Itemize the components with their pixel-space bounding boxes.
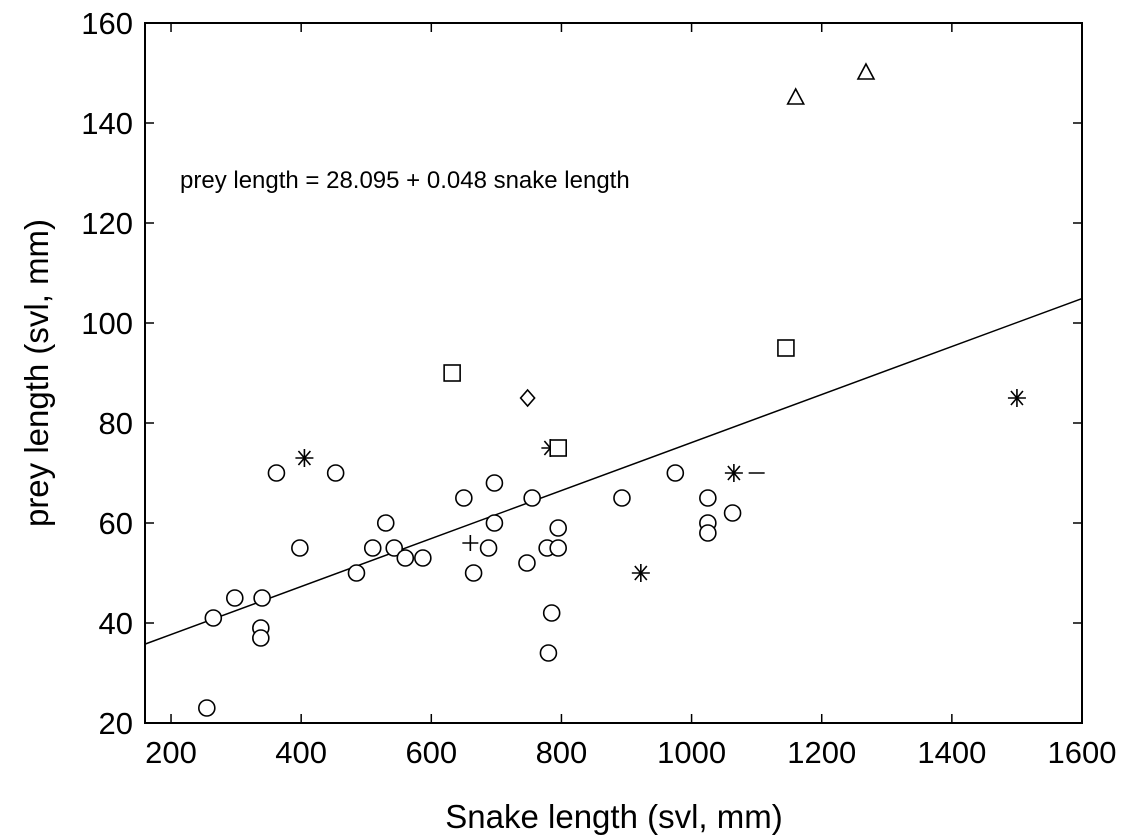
diamond-marker	[519, 388, 536, 408]
square-marker	[777, 339, 795, 357]
y-tick-label: 20	[99, 706, 133, 741]
asterisk-marker	[295, 449, 314, 467]
asterisk-marker	[631, 564, 650, 582]
circle-marker	[252, 629, 270, 647]
circle-marker	[267, 464, 286, 482]
circle-marker	[385, 539, 404, 557]
x-tick-label: 400	[275, 735, 327, 770]
triangle-marker	[786, 87, 806, 105]
y-tick-label: 160	[81, 6, 133, 41]
data-markers	[198, 62, 1026, 717]
circle-marker	[666, 464, 685, 482]
x-axis-title: Snake length (svl, mm)	[445, 798, 782, 835]
circle-marker	[549, 539, 567, 557]
y-tick-label: 120	[81, 206, 133, 241]
plot-frame	[144, 22, 1083, 724]
circle-marker	[539, 644, 558, 662]
circle-marker	[396, 549, 415, 567]
y-tick-label: 60	[99, 506, 133, 541]
circle-marker	[723, 504, 742, 522]
regression-line	[144, 297, 1083, 645]
triangle-marker	[856, 62, 876, 80]
circle-marker	[613, 489, 631, 507]
y-tick-label: 100	[81, 306, 133, 341]
circle-marker	[347, 564, 366, 582]
regression-equation: prey length = 28.095 + 0.048 snake lengt…	[180, 167, 630, 194]
circle-marker	[464, 564, 483, 582]
x-tick-label: 1400	[917, 735, 986, 770]
circle-marker	[253, 589, 271, 607]
circle-marker	[542, 604, 561, 622]
x-tick-label: 600	[405, 735, 457, 770]
circle-marker	[204, 609, 223, 627]
square-marker	[549, 439, 567, 457]
circle-marker	[518, 554, 536, 572]
y-tick-label: 80	[99, 406, 133, 441]
x-tick-label: 1000	[657, 735, 726, 770]
circle-marker	[549, 519, 567, 537]
circle-marker	[326, 464, 345, 482]
circle-marker	[363, 539, 382, 557]
circle-marker	[455, 489, 473, 507]
circle-marker	[414, 549, 432, 567]
square-marker	[443, 364, 461, 382]
x-tick-label: 800	[536, 735, 588, 770]
plus-marker	[462, 535, 479, 551]
regression-line-group	[144, 297, 1083, 645]
y-axis-ticks: 20 40 60 80 100 120 140 160	[81, 6, 1082, 741]
circle-marker	[291, 539, 309, 557]
y-tick-label: 40	[99, 606, 133, 641]
x-axis-ticks: 200 400 600 800 1000 1200 1400 1600	[145, 23, 1116, 770]
x-tick-label: 200	[145, 735, 197, 770]
x-tick-label: 1600	[1048, 735, 1117, 770]
y-tick-label: 140	[81, 106, 133, 141]
circle-marker	[523, 489, 541, 507]
asterisk-marker	[1007, 389, 1026, 407]
circle-marker	[485, 474, 504, 492]
circle-marker	[699, 489, 717, 507]
asterisk-marker	[724, 464, 743, 482]
circle-marker	[485, 514, 504, 532]
x-tick-label: 1200	[787, 735, 856, 770]
circle-marker	[225, 589, 244, 607]
y-axis-title: prey length (svl, mm)	[18, 219, 55, 527]
circle-marker	[479, 539, 498, 557]
circle-marker	[376, 514, 395, 532]
circle-marker	[198, 699, 216, 717]
circle-marker	[699, 524, 717, 542]
